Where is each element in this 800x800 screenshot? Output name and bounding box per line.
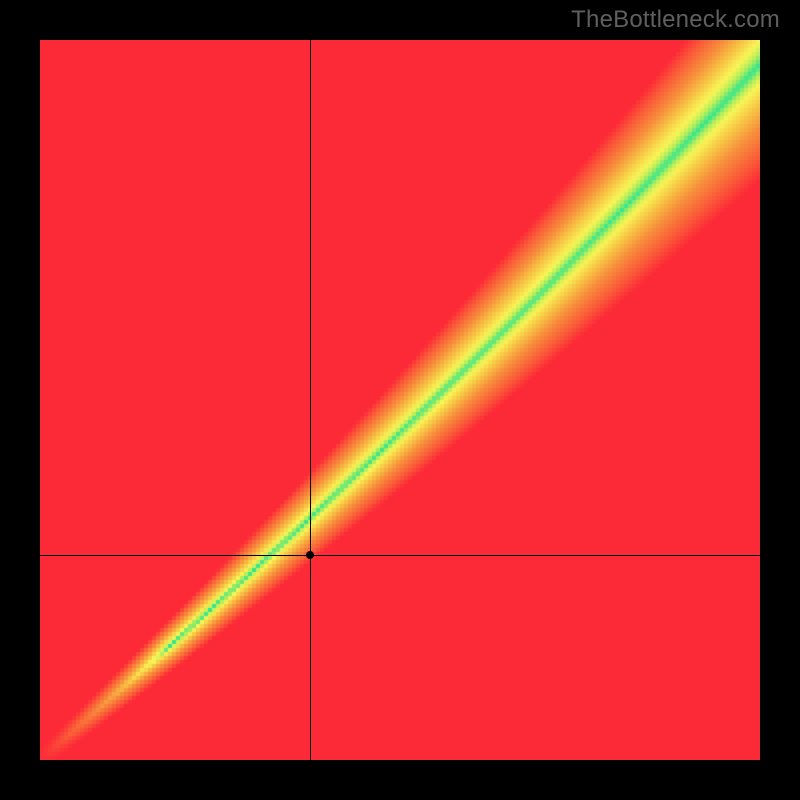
heatmap-canvas <box>40 40 760 760</box>
crosshair-horizontal <box>40 555 760 556</box>
watermark-text: TheBottleneck.com <box>571 6 780 34</box>
plot-area <box>40 40 760 760</box>
chart-frame: TheBottleneck.com <box>0 0 800 800</box>
marker-dot <box>306 551 314 559</box>
crosshair-vertical <box>310 40 311 760</box>
